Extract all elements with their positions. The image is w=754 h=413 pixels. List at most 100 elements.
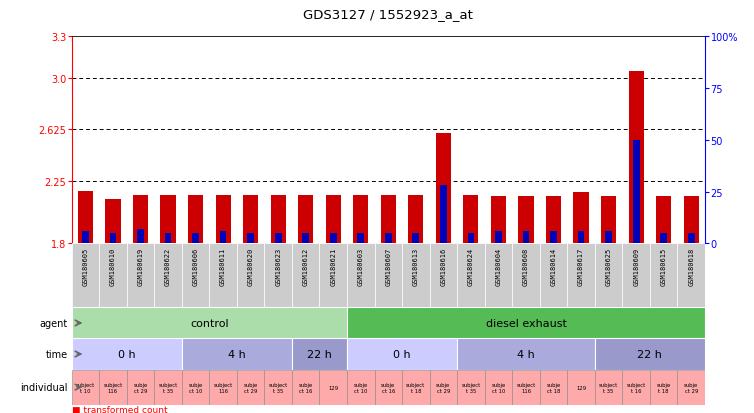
Bar [650, 244, 677, 308]
Text: subje
ct 16: subje ct 16 [382, 382, 395, 393]
Text: individual: individual [20, 382, 68, 392]
Text: subje
ct 29: subje ct 29 [437, 382, 450, 393]
Bar [436, 133, 451, 244]
Text: GSM180613: GSM180613 [413, 247, 419, 285]
Text: GSM180609: GSM180609 [633, 247, 639, 285]
Text: GDS3127 / 1552923_a_at: GDS3127 / 1552923_a_at [303, 8, 474, 21]
Bar [188, 195, 203, 244]
Bar [353, 195, 369, 244]
Text: GSM180603: GSM180603 [357, 247, 363, 285]
Bar [155, 244, 182, 308]
Text: GSM180618: GSM180618 [688, 247, 694, 285]
Bar [512, 244, 540, 308]
Bar [622, 244, 650, 308]
Text: subje
ct 10: subje ct 10 [188, 382, 203, 393]
Text: subje
ct 10: subje ct 10 [492, 382, 506, 393]
Bar [677, 370, 705, 405]
Bar [100, 244, 127, 308]
Bar [567, 244, 595, 308]
Bar [485, 244, 512, 308]
Text: GSM180617: GSM180617 [578, 247, 584, 285]
Text: GSM180611: GSM180611 [220, 247, 226, 285]
Text: GSM180621: GSM180621 [330, 247, 336, 285]
Bar [457, 339, 595, 370]
Bar [320, 370, 347, 405]
Text: control: control [190, 318, 228, 328]
Bar [219, 231, 226, 244]
Text: GSM180607: GSM180607 [385, 247, 391, 285]
Bar [237, 370, 265, 405]
Bar [550, 231, 557, 244]
Bar [661, 233, 667, 244]
Bar [629, 71, 644, 244]
Bar [412, 233, 419, 244]
Bar [430, 244, 457, 308]
Bar [210, 370, 237, 405]
Bar [595, 370, 622, 405]
Bar [247, 233, 254, 244]
Text: GSM180606: GSM180606 [192, 247, 198, 285]
Bar [347, 370, 375, 405]
Bar [540, 244, 567, 308]
Bar [684, 197, 699, 244]
Bar [375, 244, 402, 308]
Text: subje
ct 29: subje ct 29 [684, 382, 698, 393]
Text: GSM180619: GSM180619 [137, 247, 143, 285]
Bar [650, 370, 677, 405]
Bar [381, 195, 396, 244]
Bar [601, 197, 616, 244]
Text: GSM180616: GSM180616 [440, 247, 446, 285]
Bar [100, 370, 127, 405]
Bar [605, 231, 612, 244]
Text: GSM180605: GSM180605 [82, 247, 88, 285]
Text: time: time [46, 349, 68, 359]
Bar [192, 233, 199, 244]
Text: subject
t 18: subject t 18 [406, 382, 425, 393]
Bar [292, 370, 320, 405]
Text: subje
ct 18: subje ct 18 [547, 382, 561, 393]
Text: 22 h: 22 h [637, 349, 662, 359]
Bar [164, 233, 171, 244]
Bar [430, 370, 457, 405]
Bar [440, 186, 447, 244]
Bar [485, 370, 512, 405]
Bar [546, 197, 561, 244]
Text: subject
116: subject 116 [213, 382, 233, 393]
Bar [298, 195, 313, 244]
Text: GSM180624: GSM180624 [468, 247, 474, 285]
Text: GSM180622: GSM180622 [165, 247, 171, 285]
Text: GSM180604: GSM180604 [495, 247, 501, 285]
Text: subje
ct 16: subje ct 16 [299, 382, 313, 393]
Bar [127, 370, 155, 405]
Text: subject
t 35: subject t 35 [158, 382, 178, 393]
Bar [457, 244, 485, 308]
Text: subject
t 16: subject t 16 [627, 382, 645, 393]
Bar [375, 370, 402, 405]
Bar [216, 195, 231, 244]
Text: 129: 129 [576, 385, 586, 390]
Text: subject
t 10: subject t 10 [75, 382, 95, 393]
Bar [182, 339, 292, 370]
Bar [137, 229, 144, 244]
Text: GSM180625: GSM180625 [605, 247, 611, 285]
Bar [72, 339, 182, 370]
Bar [347, 308, 705, 339]
Bar [402, 244, 430, 308]
Bar [329, 233, 336, 244]
Bar [182, 370, 210, 405]
Bar [292, 339, 347, 370]
Bar [109, 233, 116, 244]
Bar [677, 244, 705, 308]
Text: subject
t 35: subject t 35 [461, 382, 480, 393]
Bar [491, 197, 506, 244]
Bar [347, 244, 375, 308]
Text: ■ transformed count: ■ transformed count [72, 406, 167, 413]
Text: 0 h: 0 h [394, 349, 411, 359]
Text: 129: 129 [328, 385, 339, 390]
Bar [182, 244, 210, 308]
Bar [155, 370, 182, 405]
Bar [385, 233, 392, 244]
Text: GSM180610: GSM180610 [110, 247, 116, 285]
Bar [495, 231, 502, 244]
Text: subject
t 35: subject t 35 [599, 382, 618, 393]
